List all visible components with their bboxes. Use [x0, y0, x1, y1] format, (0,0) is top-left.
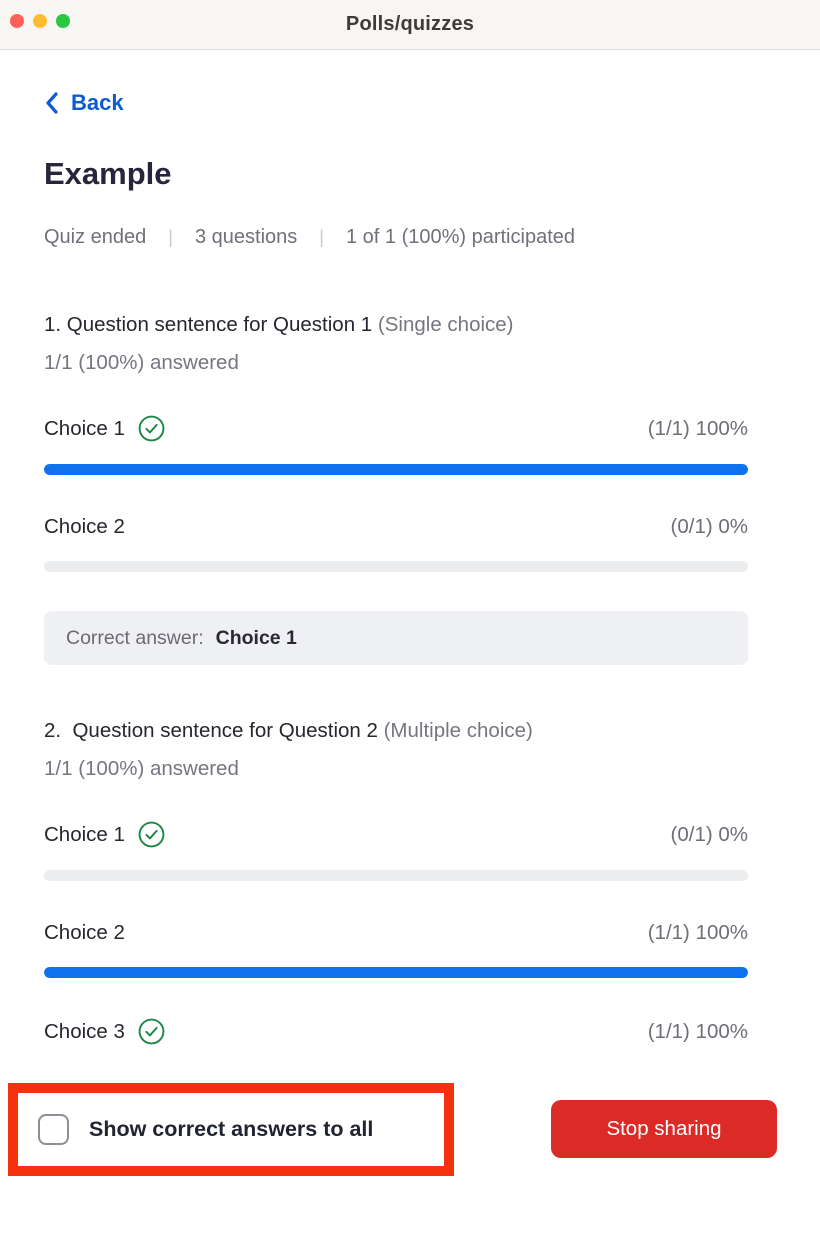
back-button[interactable]: Back — [44, 90, 124, 116]
choice-stat: (0/1) 0% — [670, 822, 748, 846]
choice-label: Choice 2 — [44, 515, 125, 538]
choice-row: Choice 1 (1/1) 100% — [44, 415, 748, 475]
result-bar-fill — [44, 464, 748, 475]
close-window-button[interactable] — [10, 14, 24, 28]
show-correct-answers-label[interactable]: Show correct answers to all — [89, 1117, 374, 1141]
choice-row: Choice 1 (0/1) 0% — [44, 821, 748, 881]
choice-row: Choice 3 (1/1) 100% — [44, 1018, 748, 1045]
status-divider: | — [319, 227, 324, 247]
quiz-title: Example — [44, 156, 172, 191]
window-titlebar: Polls/quizzes — [0, 0, 820, 50]
choice-stat: (1/1) 100% — [647, 921, 748, 944]
choice-label: Choice 1 — [44, 416, 125, 440]
question-block-1: 1. Question sentence for Question 1 (Sin… — [44, 313, 748, 665]
choice-label: Choice 1 — [44, 822, 125, 846]
chevron-left-icon — [44, 91, 60, 115]
zoom-window-button[interactable] — [56, 14, 70, 28]
quiz-status-state: Quiz ended — [44, 226, 147, 248]
result-bar — [44, 870, 748, 881]
question-type-label: (Multiple choice) — [383, 719, 533, 742]
question-answered-stat: 1/1 (100%) answered — [44, 757, 239, 780]
result-bar — [44, 561, 748, 572]
result-bar — [44, 967, 748, 978]
question-text: 1. Question sentence for Question 1 — [44, 313, 373, 336]
correct-answer-box: Correct answer: Choice 1 — [44, 611, 748, 665]
show-correct-answers-checkbox[interactable] — [38, 1114, 69, 1145]
annotation-highlight-rectangle: Show correct answers to all — [8, 1083, 454, 1176]
choice-stat: (0/1) 0% — [670, 515, 748, 538]
minimize-window-button[interactable] — [33, 14, 47, 28]
correct-check-icon — [138, 415, 165, 442]
correct-check-icon — [138, 821, 165, 848]
choice-stat: (1/1) 100% — [647, 416, 748, 440]
question-answered-stat: 1/1 (100%) answered — [44, 351, 239, 374]
main-content: Back Example Quiz ended | 3 questions | … — [0, 50, 820, 1045]
choice-stat: (1/1) 100% — [647, 1019, 748, 1043]
result-bar-fill — [44, 967, 748, 978]
quiz-status-line: Quiz ended | 3 questions | 1 of 1 (100%)… — [44, 226, 748, 249]
correct-answer-value: Choice 1 — [215, 626, 297, 649]
footer-bar: Show correct answers to all Stop sharing — [0, 1083, 820, 1239]
back-button-label: Back — [71, 90, 124, 115]
quiz-participation: 1 of 1 (100%) participated — [345, 226, 575, 248]
question-block-2: 2. Question sentence for Question 2 (Mul… — [44, 719, 748, 1045]
stop-sharing-button[interactable]: Stop sharing — [551, 1100, 777, 1158]
question-heading: 2. Question sentence for Question 2 (Mul… — [44, 719, 748, 743]
correct-check-icon — [138, 1018, 165, 1045]
traffic-lights — [10, 14, 70, 28]
quiz-question-count: 3 questions — [194, 226, 298, 248]
choice-label: Choice 3 — [44, 1019, 125, 1043]
choice-row: Choice 2 (0/1) 0% — [44, 515, 748, 572]
choice-label: Choice 2 — [44, 921, 125, 944]
choice-row: Choice 2 (1/1) 100% — [44, 921, 748, 978]
correct-answer-prefix: Correct answer: — [66, 626, 204, 649]
result-bar — [44, 464, 748, 475]
status-divider: | — [168, 227, 173, 247]
question-text: 2. Question sentence for Question 2 — [44, 719, 378, 742]
question-type-label: (Single choice) — [377, 313, 514, 336]
question-heading: 1. Question sentence for Question 1 (Sin… — [44, 313, 748, 337]
window-title: Polls/quizzes — [345, 13, 475, 35]
